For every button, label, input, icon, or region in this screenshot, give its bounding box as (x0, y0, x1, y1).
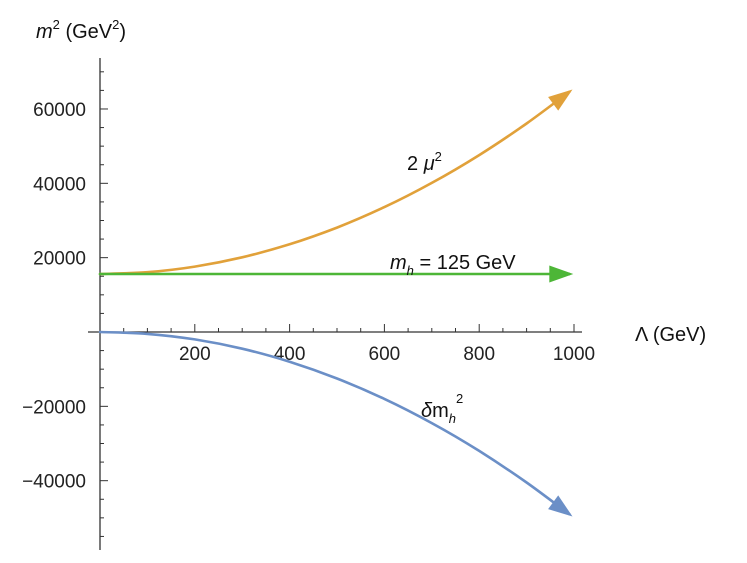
series-label-delta-sub: h (449, 411, 456, 426)
series-mh-line-arrowhead (549, 265, 574, 283)
series-label-mh: mh = 125 GeV (390, 252, 516, 278)
x-tick-label: 600 (369, 344, 401, 365)
y-axis-title-sup2: 2 (112, 17, 119, 32)
x-tick-label: 1000 (553, 344, 595, 365)
series-label-mh-sym: m (390, 252, 407, 274)
x-axis-title: Λ (GeV) (635, 324, 706, 346)
series-label-mu-sup: 2 (435, 149, 442, 164)
x-tick-label: 200 (179, 344, 211, 365)
series-label-delta-base: m (432, 400, 449, 422)
series-label-mu-pre: 2 (407, 153, 424, 175)
series-delta-curve (98, 330, 571, 516)
y-axis-title-sup1: 2 (53, 17, 60, 32)
y-tick-label: 60000 (33, 100, 86, 121)
series-delta-curve-arrowhead (548, 495, 573, 517)
series-label-mh-sub: h (407, 263, 414, 278)
series-label-mh-rest: = 125 GeV (414, 252, 516, 274)
y-tick-label: 40000 (33, 174, 86, 195)
series-mu-curve-arrowhead (548, 89, 573, 111)
y-tick-label: 20000 (33, 249, 86, 270)
y-axis-title: m2 (GeV2) (36, 17, 126, 43)
x-tick-label: 800 (463, 344, 495, 365)
series-label-mu: 2 μ2 (407, 149, 442, 175)
axes: 200 400 600 800 1000600004000020000−20000−40… (22, 58, 595, 550)
y-axis-title-close: ) (119, 21, 126, 43)
y-tick-label: −40000 (22, 472, 86, 493)
y-tick-label: −20000 (22, 397, 86, 418)
y-axis-title-unit: (GeV (60, 21, 113, 43)
series-label-delta-sup: 2 (456, 391, 463, 406)
y-axis-title-m: m (36, 21, 53, 43)
series-label-delta-sym: δ (421, 400, 433, 422)
series-label-mu-sym: μ (423, 153, 435, 175)
series-label-delta: δmh2 (421, 391, 463, 426)
curves (98, 89, 574, 517)
series-mu-curve (98, 90, 571, 276)
